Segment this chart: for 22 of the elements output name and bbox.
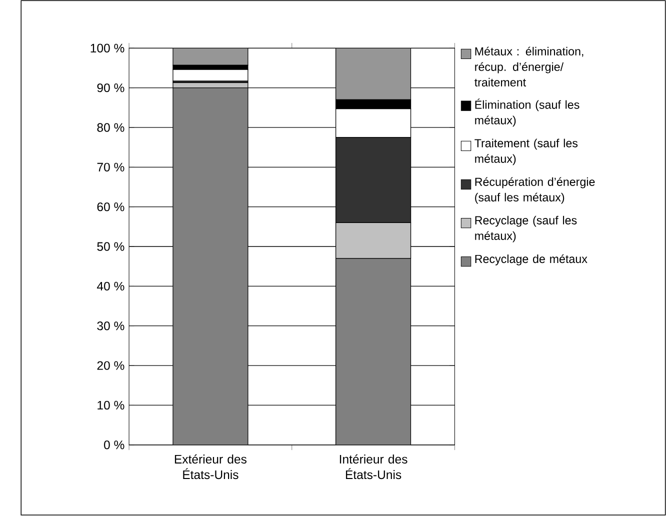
legend-label: Traitement (sauf les métaux) [474,138,578,166]
legend-label: Recyclage de métaux [475,254,588,266]
legend-label: Élimination (sauf les métaux) [475,98,580,127]
x-tick-label: Intérieur des États-Unis [340,454,408,480]
legend-label: Métaux : élimination, récup. d’énergie/ traitement [474,46,584,87]
bar [172,48,248,66]
y-tick-label: 100 % [90,44,124,53]
y-tick-label: 40 % [96,282,124,291]
y-tick-label: 80 % [97,123,124,132]
y-tick-label: 60 % [97,202,124,212]
bar [335,48,412,100]
y-tick-label: 10 % [98,401,124,410]
y-tick-label: 0 % [104,440,124,450]
y-tick-label: 30 % [97,322,124,330]
x-tick-label: Extérieur des États-Unis [174,454,246,480]
y-tick-label: 50 % [97,242,124,252]
legend-label: Récupération d’énergie (sauf les métaux) [475,177,595,204]
bar [172,69,248,82]
legend-label: Recyclage (sauf les métaux) [475,216,577,242]
y-tick-label: 20 % [97,361,124,370]
y-tick-label: 90 % [97,84,124,92]
y-tick-label: 70 % [97,162,124,172]
